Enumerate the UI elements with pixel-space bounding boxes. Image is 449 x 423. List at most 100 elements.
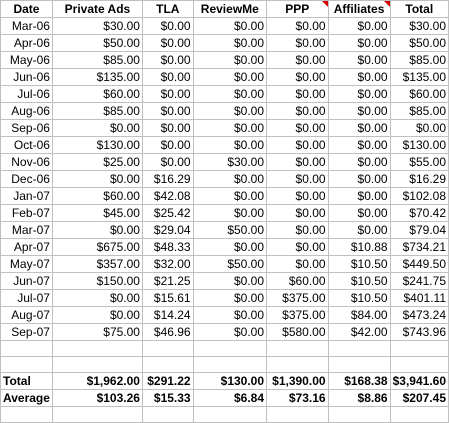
column-header-total[interactable]: Total — [389, 0, 449, 18]
value-cell-ppp[interactable]: $0.00 — [266, 34, 329, 52]
column-header-reviewme[interactable]: ReviewMe — [192, 0, 268, 18]
value-cell-tla[interactable]: $16.29 — [141, 170, 194, 188]
summary-cell-reviewme[interactable]: $6.84 — [192, 389, 268, 407]
comment-indicator-icon[interactable] — [383, 1, 390, 7]
value-cell-reviewme[interactable]: $0.00 — [192, 170, 268, 188]
value-cell-ppp[interactable]: $0.00 — [266, 170, 329, 188]
empty-cell[interactable] — [192, 356, 268, 373]
value-cell-affiliates[interactable]: $84.00 — [327, 306, 391, 324]
value-cell-total[interactable]: $743.96 — [389, 323, 449, 341]
date-cell[interactable]: Sep-06 — [0, 119, 53, 137]
summary-cell-ppp[interactable]: $1,390.00 — [266, 372, 329, 390]
value-cell-private-ads[interactable]: $0.00 — [51, 289, 143, 307]
value-cell-total[interactable]: $55.00 — [389, 153, 449, 171]
value-cell-tla[interactable]: $21.25 — [141, 272, 194, 290]
summary-cell-private-ads[interactable]: $1,962.00 — [51, 372, 143, 390]
column-header-tla[interactable]: TLA — [141, 0, 194, 18]
value-cell-ppp[interactable]: $0.00 — [266, 119, 329, 137]
value-cell-reviewme[interactable]: $0.00 — [192, 187, 268, 205]
empty-cell[interactable] — [0, 406, 53, 423]
value-cell-reviewme[interactable]: $30.00 — [192, 153, 268, 171]
empty-cell[interactable] — [266, 406, 329, 423]
value-cell-total[interactable]: $85.00 — [389, 102, 449, 120]
date-cell[interactable]: Feb-07 — [0, 204, 53, 222]
date-cell[interactable]: May-06 — [0, 51, 53, 69]
value-cell-private-ads[interactable]: $357.00 — [51, 255, 143, 273]
value-cell-tla[interactable]: $0.00 — [141, 85, 194, 103]
value-cell-tla[interactable]: $0.00 — [141, 17, 194, 35]
value-cell-tla[interactable]: $0.00 — [141, 102, 194, 120]
date-cell[interactable]: Nov-06 — [0, 153, 53, 171]
value-cell-affiliates[interactable]: $0.00 — [327, 136, 391, 154]
value-cell-reviewme[interactable]: $0.00 — [192, 51, 268, 69]
value-cell-total[interactable]: $30.00 — [389, 17, 449, 35]
value-cell-total[interactable]: $135.00 — [389, 68, 449, 86]
date-cell[interactable]: Jan-07 — [0, 187, 53, 205]
empty-cell[interactable] — [0, 356, 53, 373]
summary-cell-total[interactable]: $207.45 — [389, 389, 449, 407]
value-cell-affiliates[interactable]: $0.00 — [327, 34, 391, 52]
value-cell-total[interactable]: $401.11 — [389, 289, 449, 307]
column-header-date[interactable]: Date — [0, 0, 53, 18]
empty-cell[interactable] — [266, 340, 329, 357]
value-cell-tla[interactable]: $0.00 — [141, 119, 194, 137]
value-cell-reviewme[interactable]: $0.00 — [192, 17, 268, 35]
value-cell-ppp[interactable]: $0.00 — [266, 221, 329, 239]
empty-cell[interactable] — [327, 340, 391, 357]
empty-cell[interactable] — [51, 406, 143, 423]
value-cell-private-ads[interactable]: $60.00 — [51, 187, 143, 205]
value-cell-ppp[interactable]: $375.00 — [266, 306, 329, 324]
value-cell-affiliates[interactable]: $0.00 — [327, 187, 391, 205]
value-cell-private-ads[interactable]: $130.00 — [51, 136, 143, 154]
value-cell-affiliates[interactable]: $10.88 — [327, 238, 391, 256]
column-header-affiliates[interactable]: Affiliates — [327, 0, 391, 18]
date-cell[interactable]: Jun-06 — [0, 68, 53, 86]
value-cell-reviewme[interactable]: $50.00 — [192, 221, 268, 239]
value-cell-private-ads[interactable]: $85.00 — [51, 102, 143, 120]
empty-cell[interactable] — [51, 356, 143, 373]
value-cell-ppp[interactable]: $0.00 — [266, 17, 329, 35]
date-cell[interactable]: Aug-07 — [0, 306, 53, 324]
value-cell-reviewme[interactable]: $0.00 — [192, 238, 268, 256]
value-cell-tla[interactable]: $46.96 — [141, 323, 194, 341]
value-cell-private-ads[interactable]: $60.00 — [51, 85, 143, 103]
value-cell-reviewme[interactable]: $0.00 — [192, 102, 268, 120]
date-cell[interactable]: Mar-06 — [0, 17, 53, 35]
summary-cell-total[interactable]: $3,941.60 — [389, 372, 449, 390]
value-cell-total[interactable]: $102.08 — [389, 187, 449, 205]
date-cell[interactable]: Jul-07 — [0, 289, 53, 307]
empty-cell[interactable] — [389, 406, 449, 423]
value-cell-total[interactable]: $50.00 — [389, 34, 449, 52]
value-cell-tla[interactable]: $0.00 — [141, 51, 194, 69]
value-cell-total[interactable]: $241.75 — [389, 272, 449, 290]
column-header-ppp[interactable]: PPP — [266, 0, 329, 18]
value-cell-tla[interactable]: $48.33 — [141, 238, 194, 256]
value-cell-total[interactable]: $473.24 — [389, 306, 449, 324]
value-cell-private-ads[interactable]: $0.00 — [51, 119, 143, 137]
empty-cell[interactable] — [389, 356, 449, 373]
value-cell-private-ads[interactable]: $25.00 — [51, 153, 143, 171]
empty-cell[interactable] — [0, 340, 53, 357]
value-cell-reviewme[interactable]: $0.00 — [192, 68, 268, 86]
date-cell[interactable]: Apr-07 — [0, 238, 53, 256]
value-cell-affiliates[interactable]: $0.00 — [327, 17, 391, 35]
value-cell-private-ads[interactable]: $0.00 — [51, 306, 143, 324]
value-cell-tla[interactable]: $0.00 — [141, 68, 194, 86]
date-cell[interactable]: May-07 — [0, 255, 53, 273]
value-cell-total[interactable]: $449.50 — [389, 255, 449, 273]
empty-cell[interactable] — [141, 406, 194, 423]
summary-cell-affiliates[interactable]: $8.86 — [327, 389, 391, 407]
value-cell-reviewme[interactable]: $0.00 — [192, 323, 268, 341]
date-cell[interactable]: Aug-06 — [0, 102, 53, 120]
value-cell-reviewme[interactable]: $0.00 — [192, 272, 268, 290]
value-cell-ppp[interactable]: $0.00 — [266, 136, 329, 154]
summary-cell-private-ads[interactable]: $103.26 — [51, 389, 143, 407]
value-cell-total[interactable]: $734.21 — [389, 238, 449, 256]
value-cell-private-ads[interactable]: $85.00 — [51, 51, 143, 69]
value-cell-affiliates[interactable]: $10.50 — [327, 272, 391, 290]
value-cell-affiliates[interactable]: $10.50 — [327, 255, 391, 273]
value-cell-affiliates[interactable]: $0.00 — [327, 204, 391, 222]
value-cell-private-ads[interactable]: $75.00 — [51, 323, 143, 341]
value-cell-reviewme[interactable]: $0.00 — [192, 306, 268, 324]
value-cell-tla[interactable]: $0.00 — [141, 136, 194, 154]
